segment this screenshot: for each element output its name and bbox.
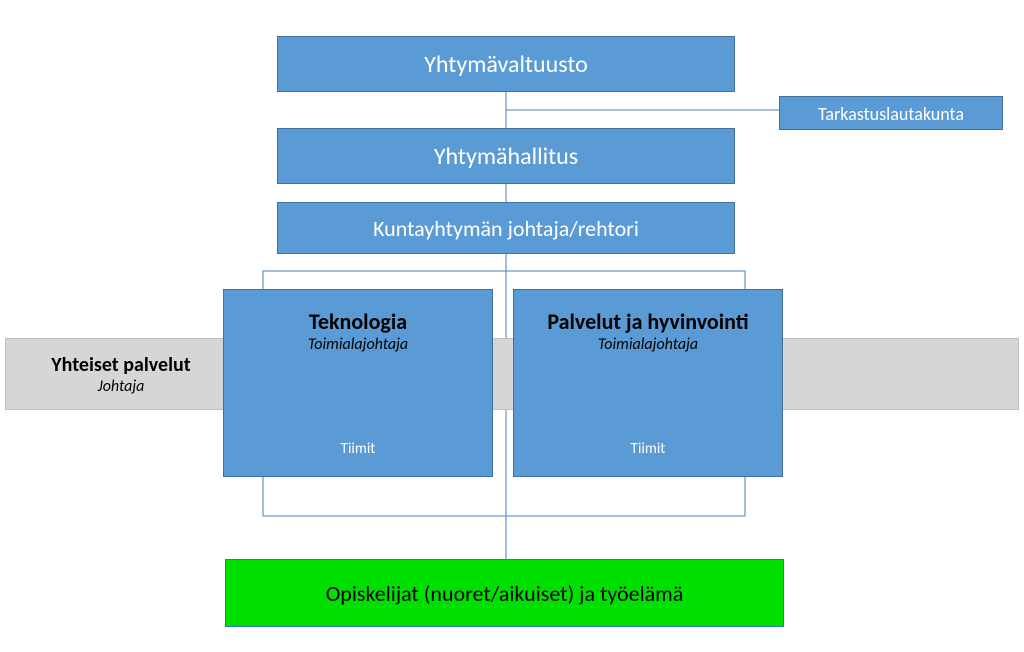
yhtymavaltuusto-box: Yhtymävaltuusto xyxy=(277,36,735,92)
yhteiset-palvelut-bar: Yhteiset palvelut Johtaja xyxy=(5,338,1019,410)
opiskelijat-label: Opiskelijat (nuoret/aikuiset) ja työeläm… xyxy=(326,580,684,607)
yhteiset-palvelut-subtitle: Johtaja xyxy=(26,377,216,396)
palvelut-tiimit: Tiimit xyxy=(514,440,782,458)
tarkastuslautakunta-box: Tarkastuslautakunta xyxy=(779,96,1003,130)
teknologia-subtitle: Toimialajohtaja xyxy=(224,335,492,354)
yhteiset-palvelut-title: Yhteiset palvelut xyxy=(26,353,216,377)
teknologia-box: Teknologia Toimialajohtaja Tiimit xyxy=(223,289,493,477)
teknologia-title: Teknologia xyxy=(224,308,492,335)
teknologia-tiimit: Tiimit xyxy=(224,440,492,458)
yhtymahallitus-label: Yhtymähallitus xyxy=(434,142,578,171)
yhtymavaltuusto-label: Yhtymävaltuusto xyxy=(424,50,588,79)
opiskelijat-box: Opiskelijat (nuoret/aikuiset) ja työeläm… xyxy=(225,559,784,627)
palvelut-title: Palvelut ja hyvinvointi xyxy=(514,308,782,335)
palvelut-hyvinvointi-box: Palvelut ja hyvinvointi Toimialajohtaja … xyxy=(513,289,783,477)
palvelut-subtitle: Toimialajohtaja xyxy=(514,335,782,354)
tarkastuslautakunta-label: Tarkastuslautakunta xyxy=(818,103,964,125)
yhtymahallitus-box: Yhtymähallitus xyxy=(277,128,735,184)
kuntayhtyman-johtaja-box: Kuntayhtymän johtaja/rehtori xyxy=(277,202,735,254)
kuntayhtyman-johtaja-label: Kuntayhtymän johtaja/rehtori xyxy=(373,215,639,242)
